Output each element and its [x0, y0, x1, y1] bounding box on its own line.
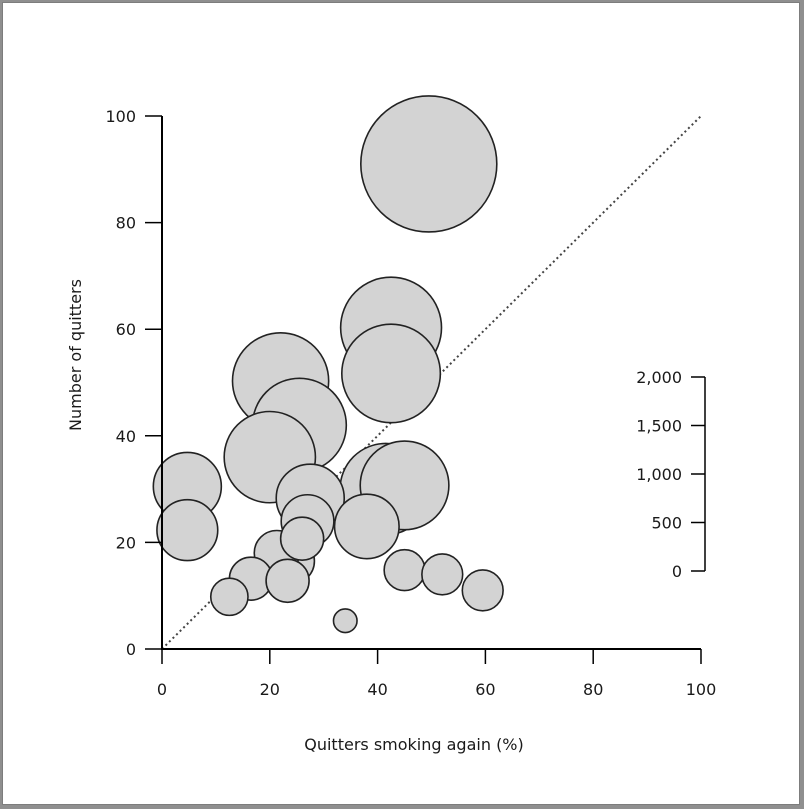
size-legend-label: 2,000: [636, 368, 682, 387]
x-tick-label: 0: [157, 680, 167, 699]
bubble-chart: 0 20 40 60 80 100 0 20 40 60 80 100 0 500 1,000 1,500 2…: [66, 95, 716, 754]
bubble-point-18: [383, 548, 426, 592]
y-tick-label: 0: [126, 640, 136, 659]
y-axis-title: Number of quitters: [66, 279, 85, 431]
y-tick-label: 20: [116, 533, 136, 552]
axis-layer: 0 20 40 60 80 100 0 20 40 60 80 100: [105, 107, 716, 699]
x-tick-label: 40: [367, 680, 387, 699]
bubble-point-2: [341, 323, 442, 424]
x-tick-label: 60: [475, 680, 495, 699]
bubble-point-10: [156, 498, 219, 562]
size-legend-label: 1,000: [636, 465, 682, 484]
bubble-point-19: [421, 553, 464, 596]
y-tick-label: 80: [116, 214, 136, 233]
bubble-point-20: [461, 569, 504, 612]
bubble-point-17: [265, 558, 310, 604]
size-legend-label: 0: [672, 562, 682, 581]
bubble-point-13: [279, 516, 325, 561]
bubble-point-22: [332, 608, 358, 634]
x-tick-label: 100: [686, 680, 717, 699]
bubble-point-11: [333, 493, 400, 560]
size-legend-label: 1,500: [636, 417, 682, 436]
x-tick-label: 20: [260, 680, 280, 699]
x-tick-label: 80: [583, 680, 603, 699]
bubble-point-21: [209, 577, 249, 617]
x-axis-title: Quitters smoking again (%): [304, 735, 524, 754]
bubble-point-0: [360, 95, 498, 233]
y-tick-label: 100: [105, 107, 136, 126]
bubble-layer: [152, 95, 504, 634]
size-legend: 0 500 1,000 1,500 2,000: [636, 368, 706, 581]
y-tick-label: 40: [116, 427, 136, 446]
size-legend-label: 500: [651, 514, 682, 533]
y-tick-label: 60: [116, 320, 136, 339]
